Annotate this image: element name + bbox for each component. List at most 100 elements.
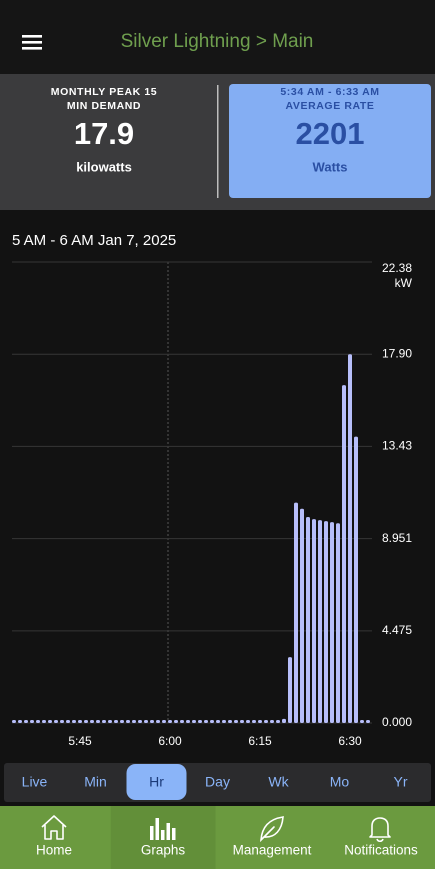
home-icon [41,815,67,840]
bar [30,720,34,723]
nav-icon-graphs [150,818,176,840]
bar [78,720,82,723]
stat-label: 5:34 AM - 6:33 AM [280,86,379,98]
card-bg [229,84,431,198]
menu-line [22,41,42,44]
bar [192,720,196,723]
tab[interactable]: Wk [268,774,289,790]
stat-value: 2201 [296,116,365,151]
bar [72,720,76,723]
bar [294,502,298,723]
bar [240,720,244,723]
bar [360,720,364,723]
bar [132,720,136,723]
x-tick-label: 6:15 [248,734,272,748]
bar [336,523,340,723]
bar [318,520,322,723]
x-tick-label: 6:30 [338,734,362,748]
graph-icon-bar [155,818,159,840]
graph-icon-bar [166,823,170,840]
stat-label: AVERAGE RATE [285,100,374,112]
stat-label: MONTHLY PEAK 15 [51,86,157,98]
bar [162,720,166,723]
bar [54,720,58,723]
bar [42,720,46,723]
chart-title: 5 AM - 6 AM Jan 7, 2025 [12,232,176,249]
bar [84,720,88,723]
nav-item[interactable]: Notifications [344,843,418,858]
bar [102,720,106,723]
bar [150,720,154,723]
bar [60,720,64,723]
tab[interactable]: Hr [149,774,164,790]
y-tick-label: 13.43 [382,439,412,453]
tab[interactable]: Min [84,774,107,790]
tab-bar [4,763,431,802]
bar [138,720,142,723]
bar [324,521,328,723]
menu-line [22,35,42,38]
bar [120,720,124,723]
nav-icon-management [260,816,284,843]
y-tick-label: 22.38 [382,261,412,275]
bar [264,720,268,723]
bar [228,720,232,723]
bar [186,720,190,723]
nav-icon-home [41,815,67,840]
y-tick-label: 4.475 [382,623,412,637]
bar [114,720,118,723]
bar [216,720,220,723]
tab[interactable]: Live [22,774,48,790]
chart-area [0,210,435,758]
bell-icon [369,817,391,843]
bar [204,720,208,723]
bar [366,720,370,723]
bar [36,720,40,723]
bar [270,720,274,723]
bar [246,720,250,723]
bar [258,720,262,723]
bar [282,718,286,723]
bar [300,508,304,723]
nav-item[interactable]: Home [36,843,72,858]
bar [288,657,292,723]
tab[interactable]: Yr [394,774,408,790]
bar [24,720,28,723]
stat-card: MONTHLY PEAK 15 MIN DEMAND 17.9 kilowatt… [51,86,157,175]
divider [217,85,219,198]
x-tick-label: 5:45 [68,734,92,748]
nav-item[interactable]: Graphs [141,843,186,858]
stat-label: MIN DEMAND [67,100,141,112]
y-tick-label: 17.90 [382,346,412,360]
bar [96,720,100,723]
bar [198,720,202,723]
bar [210,720,214,723]
menu-button[interactable] [22,35,42,50]
bar [126,720,130,723]
bar [180,720,184,723]
bar [12,720,16,723]
nav-icon-notifications [369,817,391,843]
stat-unit: Watts [313,159,348,174]
bar [222,720,226,723]
graph-icon-bar [161,830,165,840]
tab[interactable]: Day [205,774,230,790]
app-bar [0,0,435,74]
bar [348,354,352,723]
bar [108,720,112,723]
bar [354,436,358,723]
bar [276,720,280,723]
bar [48,720,52,723]
graph-icon-bar [172,828,176,840]
y-tick-label: 8.951 [382,531,412,545]
menu-line [22,47,42,50]
bar [342,385,346,723]
x-tick-label: 6:00 [158,734,182,748]
bar [330,522,334,723]
tab[interactable]: Mo [330,774,350,790]
nav-item[interactable]: Management [233,843,312,858]
bar [312,519,316,723]
